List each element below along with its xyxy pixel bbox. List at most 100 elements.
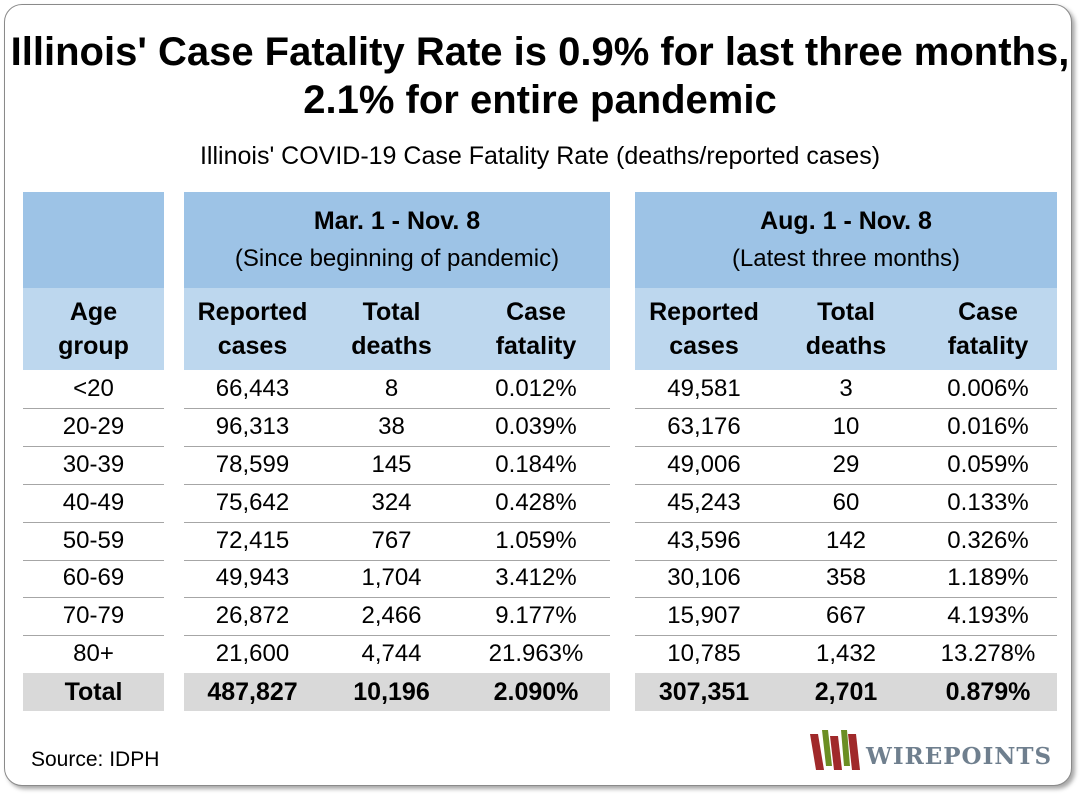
table-cell: 30,106 xyxy=(667,564,741,592)
period-title: Mar. 1 - Nov. 8 xyxy=(313,207,481,235)
chart-title: Illinois' Case Fatality Rate is 0.9% for… xyxy=(10,30,1070,122)
table-cell: 667 xyxy=(825,602,867,630)
age-group-cell: 80+ xyxy=(73,640,114,668)
total-cell: 2,701 xyxy=(773,673,919,712)
table-cell: 96,313 xyxy=(215,412,290,440)
table-cell: 75,642 xyxy=(215,488,290,516)
column-header: Case fatality xyxy=(462,288,610,370)
table-cell: 49,943 xyxy=(215,564,290,592)
table-cell: 2,466 xyxy=(361,602,422,630)
table-cell: 0.133% xyxy=(947,488,1029,516)
table-cell: 21,600 xyxy=(215,640,290,668)
age-group-header-spacer xyxy=(23,192,164,288)
age-group-cell: 50-59 xyxy=(62,526,125,554)
table-cell: 10,785 xyxy=(667,640,741,668)
age-group-cell: 20-29 xyxy=(62,412,125,440)
table-cell: 1.059% xyxy=(495,526,577,554)
row-divider xyxy=(23,560,164,561)
row-divider xyxy=(23,408,164,409)
row-divider xyxy=(635,484,1057,485)
table-cell: 145 xyxy=(371,450,412,478)
column-header: Case fatality xyxy=(919,288,1057,370)
table-cell: 29 xyxy=(832,450,860,478)
period-title: Aug. 1 - Nov. 8 xyxy=(760,207,932,235)
table-cell: 0.326% xyxy=(947,526,1029,554)
total-cell: 307,351 xyxy=(635,673,773,712)
row-divider xyxy=(635,597,1057,598)
row-divider xyxy=(635,635,1057,636)
row-divider xyxy=(184,522,610,523)
table-cell: 49,581 xyxy=(667,374,741,402)
age-group-cell: <20 xyxy=(73,374,114,402)
column-header: Age group xyxy=(23,288,164,370)
row-divider xyxy=(23,522,164,523)
source-note: Source: IDPH xyxy=(31,748,160,771)
row-divider xyxy=(23,446,164,447)
total-cell: 487,827 xyxy=(184,673,321,712)
row-divider xyxy=(184,408,610,409)
table-cell: 4.193% xyxy=(947,602,1029,630)
table-cell: 358 xyxy=(825,564,867,592)
table-cell: 66,443 xyxy=(215,374,290,402)
table-cell: 38 xyxy=(378,412,405,440)
age-group-cell: 70-79 xyxy=(62,602,125,630)
table-cell: 324 xyxy=(371,488,412,516)
table-cell: 10 xyxy=(832,412,860,440)
table-cell: 1,432 xyxy=(815,640,877,668)
table-cell: 0.059% xyxy=(947,450,1029,478)
table-cell: 1.189% xyxy=(947,564,1029,592)
age-group-cell: 40-49 xyxy=(62,488,125,516)
total-cell: 10,196 xyxy=(321,673,462,712)
table-cell: 49,006 xyxy=(667,450,741,478)
slide-frame xyxy=(4,4,1072,786)
age-group-cell: 60-69 xyxy=(62,564,125,592)
table-cell: 142 xyxy=(825,526,867,554)
column-header: Total deaths xyxy=(321,288,462,370)
period-header-1: Mar. 1 - Nov. 8 (Since beginning of pande… xyxy=(184,192,610,288)
table-cell: 15,907 xyxy=(667,602,741,630)
table-cell: 4,744 xyxy=(361,640,422,668)
row-divider xyxy=(635,522,1057,523)
total-cell: 0.879% xyxy=(919,673,1057,712)
row-divider xyxy=(635,408,1057,409)
table-cell: 78,599 xyxy=(215,450,290,478)
column-header: Reported cases xyxy=(184,288,321,370)
table-cell: 43,596 xyxy=(667,526,741,554)
table-cell: 1,704 xyxy=(361,564,422,592)
table-cell: 3 xyxy=(839,374,853,402)
logo-wordmark: WIREPOINTS xyxy=(866,743,1053,770)
table-cell: 45,243 xyxy=(667,488,741,516)
table-cell: 26,872 xyxy=(215,602,290,630)
row-divider xyxy=(184,635,610,636)
row-divider xyxy=(23,484,164,485)
row-divider xyxy=(184,446,610,447)
total-cell: 2.090% xyxy=(462,673,610,712)
row-divider xyxy=(184,560,610,561)
row-divider xyxy=(184,597,610,598)
table-cell: 0.016% xyxy=(947,412,1029,440)
table-cell: 13.278% xyxy=(940,640,1036,668)
wirepoints-logo xyxy=(810,730,860,770)
table-cell: 0.428% xyxy=(495,488,577,516)
age-group-cell: 30-39 xyxy=(62,450,125,478)
table-cell: 767 xyxy=(371,526,412,554)
period-subtitle: (Since beginning of pandemic) xyxy=(234,245,560,272)
row-divider xyxy=(23,597,164,598)
table-cell: 0.012% xyxy=(495,374,577,402)
column-header: Reported cases xyxy=(635,288,773,370)
table-cell: 8 xyxy=(384,374,399,402)
chart-subtitle: Illinois' COVID-19 Case Fatality Rate (d… xyxy=(199,142,881,170)
table-cell: 0.184% xyxy=(495,450,577,478)
table-cell: 63,176 xyxy=(667,412,741,440)
period-header-2: Aug. 1 - Nov. 8 (Latest three months) xyxy=(635,192,1057,288)
table-cell: 72,415 xyxy=(215,526,290,554)
table-cell: 3.412% xyxy=(495,564,577,592)
row-divider xyxy=(23,635,164,636)
table-cell: 60 xyxy=(832,488,860,516)
total-label: Total xyxy=(23,673,164,712)
row-divider xyxy=(184,484,610,485)
logo-mark-icon xyxy=(810,730,860,770)
column-header: Total deaths xyxy=(773,288,919,370)
table-cell: 9.177% xyxy=(495,602,577,630)
row-divider xyxy=(635,560,1057,561)
